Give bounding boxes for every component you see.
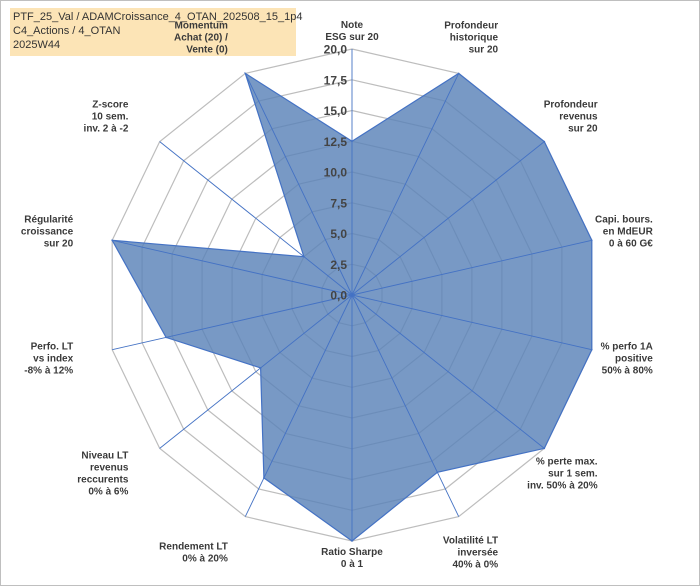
- category-label-line: -8% à 12%: [24, 366, 73, 377]
- category-label-line: inversée: [458, 548, 499, 559]
- category-label-line: 0 à 1: [341, 559, 364, 570]
- category-label-line: 40% à 0%: [453, 560, 499, 571]
- category-label: % perte max.sur 1 sem.inv. 50% à 20%: [527, 456, 598, 491]
- axis-spoke: [351, 239, 592, 296]
- category-label-line: Momentum: [175, 20, 228, 31]
- portfolio-title-line1: PTF_25_Val / ADAMCroissance_4_OTAN_20250…: [13, 11, 303, 23]
- category-label-line: croissance: [21, 226, 74, 237]
- category-label-line: revenus: [90, 462, 129, 473]
- category-label-line: sur 20: [44, 238, 74, 249]
- tick-label: 0,0: [330, 289, 347, 303]
- category-label-line: inv. 50% à 20%: [527, 480, 598, 491]
- axis-spoke: [351, 294, 592, 351]
- category-label-line: Note: [341, 20, 364, 31]
- category-label-line: Capi. bours.: [595, 214, 653, 225]
- portfolio-title-box: PTF_25_Val / ADAMCroissance_4_OTAN_20250…: [10, 8, 303, 56]
- category-label-line: positive: [615, 354, 653, 365]
- category-label-line: Niveau LT: [81, 450, 128, 461]
- tick-label: 7,5: [330, 196, 347, 210]
- category-label-line: Régularité: [24, 214, 73, 225]
- category-label-line: Profondeur: [444, 20, 498, 31]
- axis-spoke: [112, 239, 353, 296]
- axis-spoke: [351, 294, 460, 517]
- tick-label: 17,5: [324, 73, 348, 87]
- category-label-line: 0 à 60 G€: [609, 238, 653, 249]
- radar-spokes: [112, 49, 592, 541]
- portfolio-title-line2: C4_Actions / 4_OTAN: [13, 25, 121, 37]
- category-label-line: en MdEUR: [603, 226, 654, 237]
- category-label-line: 50% à 80%: [602, 366, 653, 377]
- category-label-line: Perfo. LT: [31, 342, 74, 353]
- axis-spoke: [351, 141, 545, 296]
- category-label-line: 0% à 6%: [88, 486, 128, 497]
- axis-spoke: [351, 294, 545, 449]
- category-label-line: 10 sem.: [92, 112, 129, 123]
- category-label-line: Profondeur: [544, 100, 598, 111]
- category-label-line: revenus: [559, 112, 598, 123]
- category-label-line: sur 20: [469, 44, 499, 55]
- category-label-line: Achat (20) /: [174, 32, 228, 43]
- category-label: Rendement LT0% à 20%: [159, 542, 228, 565]
- tick-label: 20,0: [324, 43, 348, 57]
- axis-spoke: [351, 73, 460, 296]
- axis-spoke: [244, 294, 353, 517]
- radar-tick-labels: 0,0 2,5 5,0 7,5 10,0 12,5 15,0 17,5 20,0: [324, 43, 348, 303]
- category-label-line: Vente (0): [186, 44, 228, 55]
- category-label-line: Ratio Sharpe: [321, 547, 383, 558]
- tick-label: 5,0: [330, 227, 347, 241]
- portfolio-title-line3: 2025W44: [13, 39, 61, 51]
- category-label-line: historique: [450, 32, 499, 43]
- category-label-line: Volatilité LT: [443, 536, 498, 547]
- tick-label: 15,0: [324, 104, 348, 118]
- category-label-line: reccurents: [77, 474, 129, 485]
- category-label-line: sur 1 sem.: [548, 468, 598, 479]
- category-label-line: % perfo 1A: [601, 342, 653, 353]
- tick-label: 12,5: [324, 135, 348, 149]
- category-label-line: Rendement LT: [159, 542, 228, 553]
- category-label-line: inv. 2 à -2: [84, 124, 129, 135]
- axis-spoke: [244, 73, 353, 296]
- category-label-line: Z-score: [92, 100, 129, 111]
- category-label-line: ESG sur 20: [325, 32, 379, 43]
- category-label-line: sur 20: [568, 124, 598, 135]
- tick-label: 10,0: [324, 166, 348, 180]
- category-label-line: vs index: [33, 354, 73, 365]
- axis-spoke: [159, 294, 353, 449]
- tick-label: 2,5: [330, 258, 347, 272]
- category-label-line: 0% à 20%: [182, 554, 228, 565]
- axis-spoke: [112, 294, 353, 351]
- axis-spoke: [159, 141, 353, 296]
- category-label-line: % perte max.: [536, 456, 598, 467]
